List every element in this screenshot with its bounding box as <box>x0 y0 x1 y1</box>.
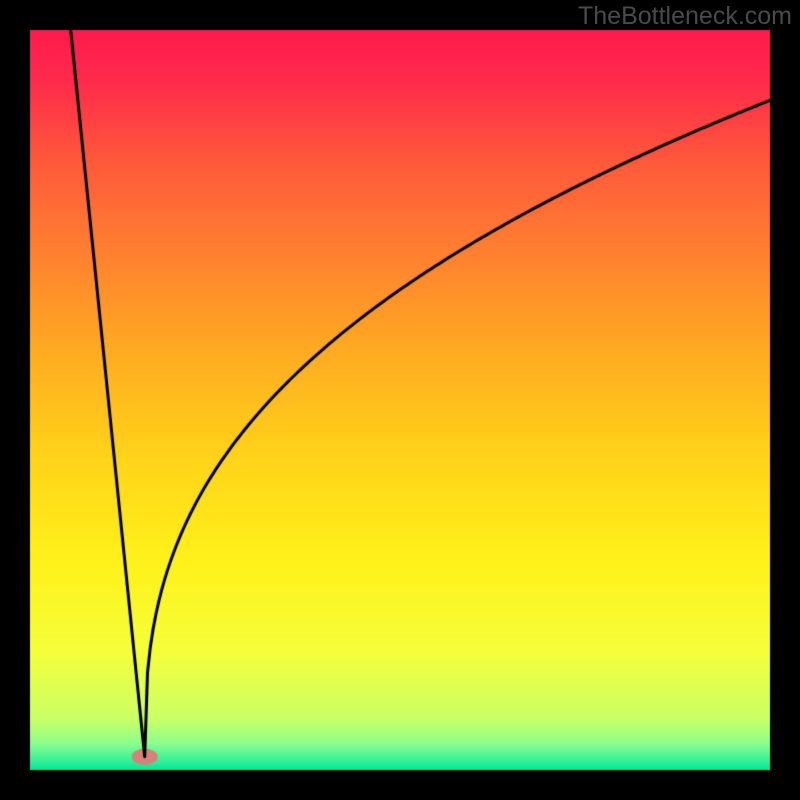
bottleneck-chart-canvas <box>0 0 800 800</box>
chart-container: TheBottleneck.com <box>0 0 800 800</box>
watermark-label: TheBottleneck.com <box>578 2 792 31</box>
